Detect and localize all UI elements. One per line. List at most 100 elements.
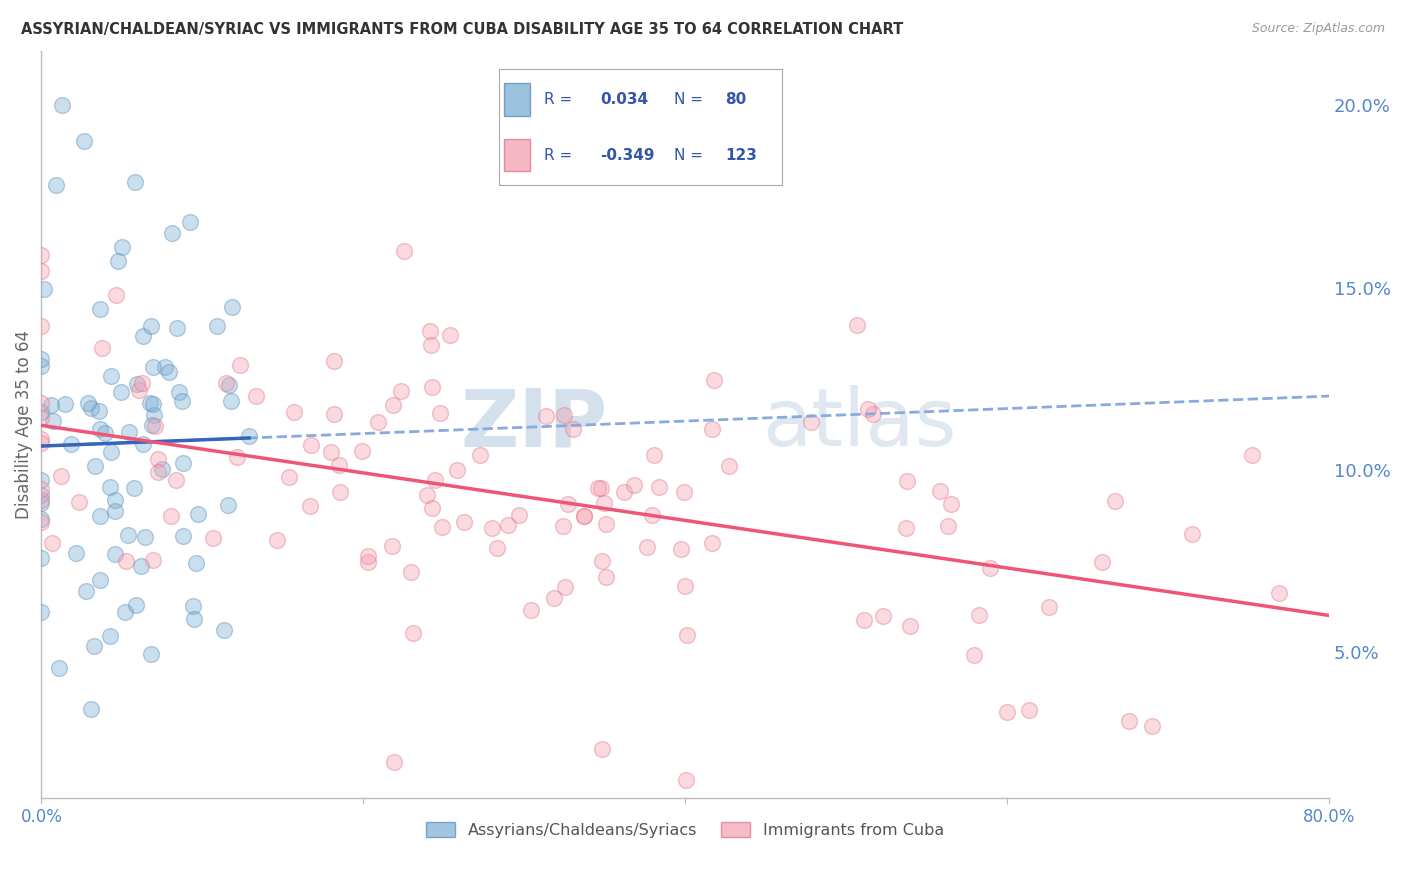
Point (381, 398, 404, 412)
Point (367, 416, 389, 430)
Point (30, 318, 52, 333)
Point (60, 437, 83, 451)
Point (995, 705, 1018, 719)
Point (1018, 703, 1040, 717)
Point (83, 639, 105, 653)
Point (470, 449, 492, 463)
Point (172, 528, 194, 542)
Point (553, 408, 575, 422)
Point (157, 365, 180, 379)
Point (134, 530, 156, 544)
Point (543, 591, 565, 605)
Point (110, 384, 132, 399)
Point (1104, 494, 1126, 508)
Point (30, 488, 52, 502)
Point (139, 647, 162, 661)
Point (100, 629, 122, 643)
Point (125, 377, 148, 392)
Point (181, 599, 204, 614)
Point (1038, 600, 1060, 615)
Point (183, 612, 205, 626)
Point (1240, 448, 1263, 462)
Point (429, 407, 451, 421)
Text: ZIP: ZIP (461, 385, 607, 463)
Point (45, 178, 67, 192)
Point (872, 608, 894, 623)
Point (90, 341, 112, 355)
Point (34, 282, 56, 296)
Point (30, 493, 52, 508)
Point (124, 175, 146, 189)
Point (131, 376, 153, 391)
Point (41, 536, 63, 550)
Point (356, 555, 378, 569)
Point (520, 603, 543, 617)
Point (146, 451, 169, 466)
Point (186, 556, 208, 570)
Point (800, 415, 823, 429)
Point (420, 338, 443, 352)
Point (107, 253, 129, 268)
Point (166, 320, 188, 334)
Point (169, 384, 191, 399)
Point (896, 521, 918, 535)
Point (394, 244, 416, 259)
Point (416, 488, 439, 502)
Point (77, 395, 100, 409)
Point (129, 558, 152, 573)
Point (30, 605, 52, 619)
Point (591, 481, 613, 495)
Point (98, 480, 121, 494)
Point (647, 480, 669, 494)
Point (51, 97, 73, 112)
Point (551, 519, 574, 533)
Point (89, 422, 111, 436)
Point (593, 496, 616, 510)
Point (508, 508, 530, 523)
Point (53, 397, 76, 411)
Point (401, 566, 423, 580)
Text: atlas: atlas (762, 385, 957, 463)
Point (39, 398, 62, 412)
Point (48, 661, 70, 675)
Point (83, 458, 105, 473)
Point (856, 401, 879, 416)
Point (380, 539, 402, 553)
Point (673, 579, 696, 593)
Point (717, 459, 740, 474)
Point (591, 742, 613, 756)
Point (94, 425, 117, 440)
Point (430, 520, 453, 534)
Point (187, 507, 209, 521)
Point (221, 300, 243, 314)
Point (423, 474, 446, 488)
Point (574, 509, 596, 524)
Point (636, 540, 658, 554)
Point (852, 613, 875, 627)
Point (357, 549, 380, 564)
Point (118, 425, 141, 440)
Point (862, 408, 884, 422)
Point (30, 432, 52, 446)
Point (1118, 714, 1140, 728)
Point (80, 702, 103, 716)
Point (87, 404, 110, 418)
Point (30, 410, 52, 425)
Point (142, 397, 165, 411)
Point (142, 553, 165, 567)
Point (172, 456, 194, 470)
Point (266, 533, 288, 547)
Point (245, 389, 267, 403)
Point (595, 517, 617, 532)
Point (401, 626, 423, 640)
Point (89, 301, 111, 316)
Point (846, 318, 869, 332)
Point (114, 605, 136, 619)
Point (572, 509, 595, 524)
Point (30, 511, 52, 525)
Point (30, 264, 52, 278)
Point (205, 319, 228, 334)
Point (125, 598, 148, 612)
Point (481, 521, 503, 535)
Point (65, 546, 87, 560)
